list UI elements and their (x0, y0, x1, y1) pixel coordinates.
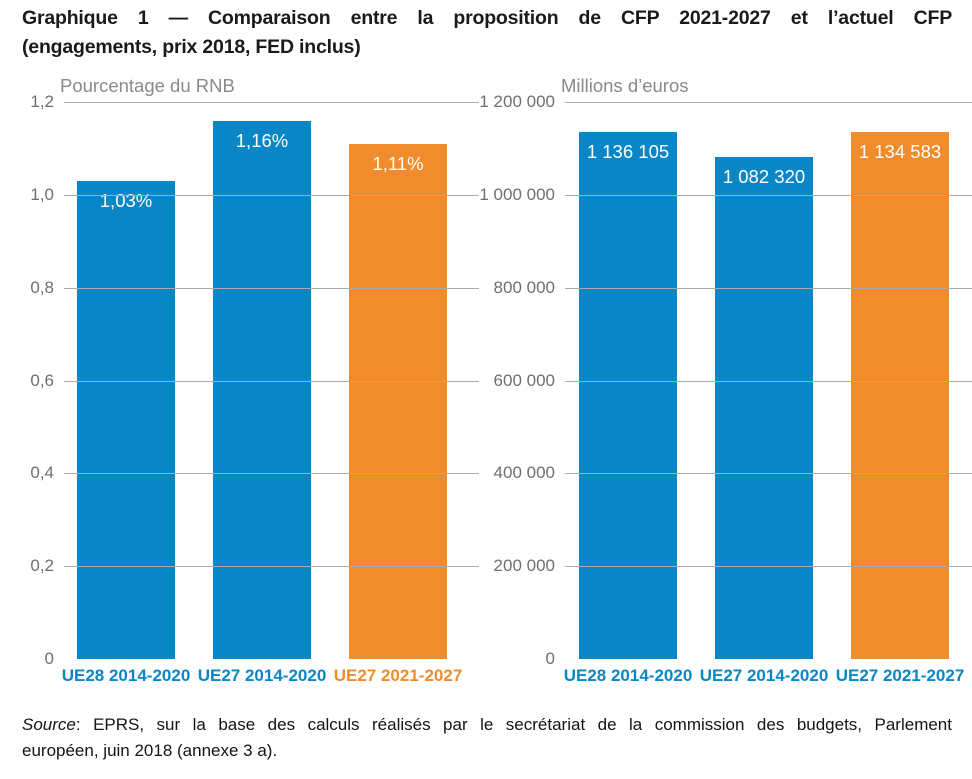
gridline (64, 194, 479, 196)
y-tick-label: 800 000 (493, 277, 555, 297)
source-text-line1: : EPRS, sur la base des calculs réalisés… (75, 715, 952, 734)
y-tick-label: 0 (44, 649, 54, 668)
x-axis: UE28 2014-2020 UE27 2014-2020 UE27 2021-20… (20, 666, 479, 686)
bar-value-label: 1 136 105 (586, 140, 670, 162)
chart-millions-euros: 1 200 000 1 000 000 800 000 600 000 400 000 2… (479, 75, 972, 686)
bar-value-label: 1,16% (235, 129, 289, 151)
bars-group: 1 136 105 1 082 320 1 134 583 (565, 102, 972, 659)
bar-value-label: 1 134 583 (858, 141, 942, 163)
y-tick-label: 600 000 (493, 370, 555, 390)
bar-ue27-2014-2020: 1,16% (213, 120, 311, 659)
gridline (565, 566, 972, 568)
x-axis: UE28 2014-2020 UE27 2014-2020 UE27 2021-20… (479, 666, 972, 686)
y-tick-label: 1 200 000 (479, 92, 555, 111)
gridline (565, 473, 972, 475)
source-note: Source: EPRS, sur la base des calculs ré… (22, 712, 952, 764)
x-axis-spacer (479, 666, 565, 686)
y-tick-label: 0,6 (30, 370, 54, 390)
plot-area: Pourcentage du RNB 1,03% 1,16% 1,11% (60, 75, 479, 659)
bar-ue27-2014-2020: 1 082 320 (715, 156, 813, 659)
x-category-label-ue28-2014-2020: UE28 2014-2020 (563, 666, 693, 685)
gridline (64, 380, 479, 382)
y-axis: 1 200 000 1 000 000 800 000 600 000 400 000 2… (479, 92, 565, 668)
y-tick-label: 1,0 (30, 184, 54, 204)
x-category-label-ue27-2021-2027: UE27 2021-2027 (835, 666, 965, 685)
y-tick-label: 1 000 000 (479, 184, 555, 204)
bar-ue28-2014-2020: 1 136 105 (579, 131, 677, 659)
gridline (64, 473, 479, 475)
bar-value-label: 1,11% (372, 152, 424, 174)
gridline (565, 102, 972, 103)
y-tick-label: 200 000 (493, 556, 555, 576)
bars-group: 1,03% 1,16% 1,11% (64, 102, 479, 659)
figure-title-line2: (engagements, prix 2018, FED inclus) (22, 36, 361, 58)
y-axis: 1,2 1,0 0,8 0,6 0,4 0,2 0 (20, 92, 64, 668)
y-tick-label: 0 (545, 649, 555, 668)
y-tick-label: 0,2 (30, 556, 54, 576)
x-category-labels: UE28 2014-2020 UE27 2014-2020 UE27 2021-20… (61, 666, 463, 686)
figure-title-line1: Graphique 1 — Comparaison entre la propo… (22, 7, 952, 29)
plot-area: Millions d’euros 1 136 105 1 082 320 1 134… (561, 75, 972, 659)
x-category-label-ue28-2014-2020: UE28 2014-2020 (61, 666, 191, 685)
chart-subtitle: Millions d’euros (561, 75, 689, 96)
source-text-line2: européen, juin 2018 (annexe 3 a). (22, 741, 278, 760)
chart-subtitle: Pourcentage du RNB (60, 75, 235, 96)
x-category-label-ue27-2021-2027: UE27 2021-2027 (333, 666, 463, 685)
bar-value-label: 1,03% (99, 189, 153, 211)
gridline (565, 194, 972, 196)
plot-row: 1 200 000 1 000 000 800 000 600 000 400 000 2… (479, 75, 972, 668)
gridline (565, 380, 972, 382)
charts-container: 1,2 1,0 0,8 0,6 0,4 0,2 0 Pourcentage du RNB 1… (0, 64, 972, 686)
bar-ue28-2014-2020: 1,03% (77, 180, 175, 659)
chart-percentage-rnb: 1,2 1,0 0,8 0,6 0,4 0,2 0 Pourcentage du RNB 1… (20, 75, 479, 686)
bar-value-label: 1 082 320 (722, 165, 806, 187)
y-tick-label: 400 000 (493, 463, 555, 483)
bar-ue27-2021-2027: 1 134 583 (851, 132, 949, 659)
y-tick-label: 1,2 (30, 92, 54, 111)
source-line1: Source: EPRS, sur la base des calculs ré… (22, 712, 952, 738)
source-label: Source (22, 715, 76, 734)
x-axis-spacer (20, 666, 64, 686)
gridline (565, 287, 972, 289)
bar-ue27-2021-2027: 1,11% (349, 143, 447, 659)
y-tick-label: 0,4 (30, 463, 54, 483)
x-category-labels: UE28 2014-2020 UE27 2014-2020 UE27 2021-20… (563, 666, 965, 686)
y-tick-label: 0,8 (30, 277, 54, 297)
x-category-label-ue27-2014-2020: UE27 2014-2020 (197, 666, 327, 685)
gridline (64, 566, 479, 568)
gridline (64, 102, 479, 103)
gridline (64, 287, 479, 289)
x-category-label-ue27-2014-2020: UE27 2014-2020 (699, 666, 829, 685)
figure-title: Graphique 1 — Comparaison entre la propo… (22, 4, 952, 62)
plot-row: 1,2 1,0 0,8 0,6 0,4 0,2 0 Pourcentage du RNB 1… (20, 75, 479, 668)
